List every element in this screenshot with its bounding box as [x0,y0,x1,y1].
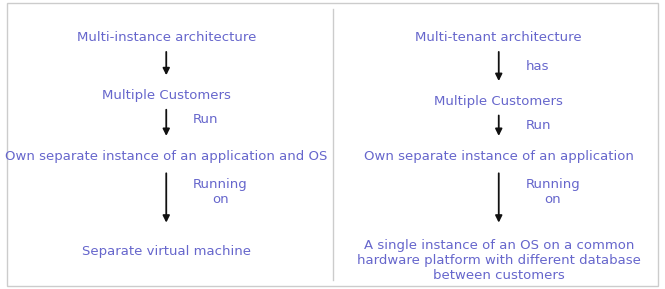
Text: Running
on: Running on [525,178,580,206]
Text: Own separate instance of an application and OS: Own separate instance of an application … [5,150,327,162]
Text: Multiple Customers: Multiple Customers [434,95,563,108]
Text: Run: Run [525,119,551,132]
Text: Run: Run [193,114,218,126]
Text: Multiple Customers: Multiple Customers [102,89,231,102]
Text: Multi-tenant architecture: Multi-tenant architecture [416,31,582,44]
Text: Running
on: Running on [193,178,247,206]
Text: has: has [525,60,549,73]
Text: Own separate instance of an application: Own separate instance of an application [364,150,634,162]
Text: Separate virtual machine: Separate virtual machine [82,245,251,258]
Text: A single instance of an OS on a common
hardware platform with different database: A single instance of an OS on a common h… [357,239,640,281]
Text: Multi-instance architecture: Multi-instance architecture [76,31,256,44]
